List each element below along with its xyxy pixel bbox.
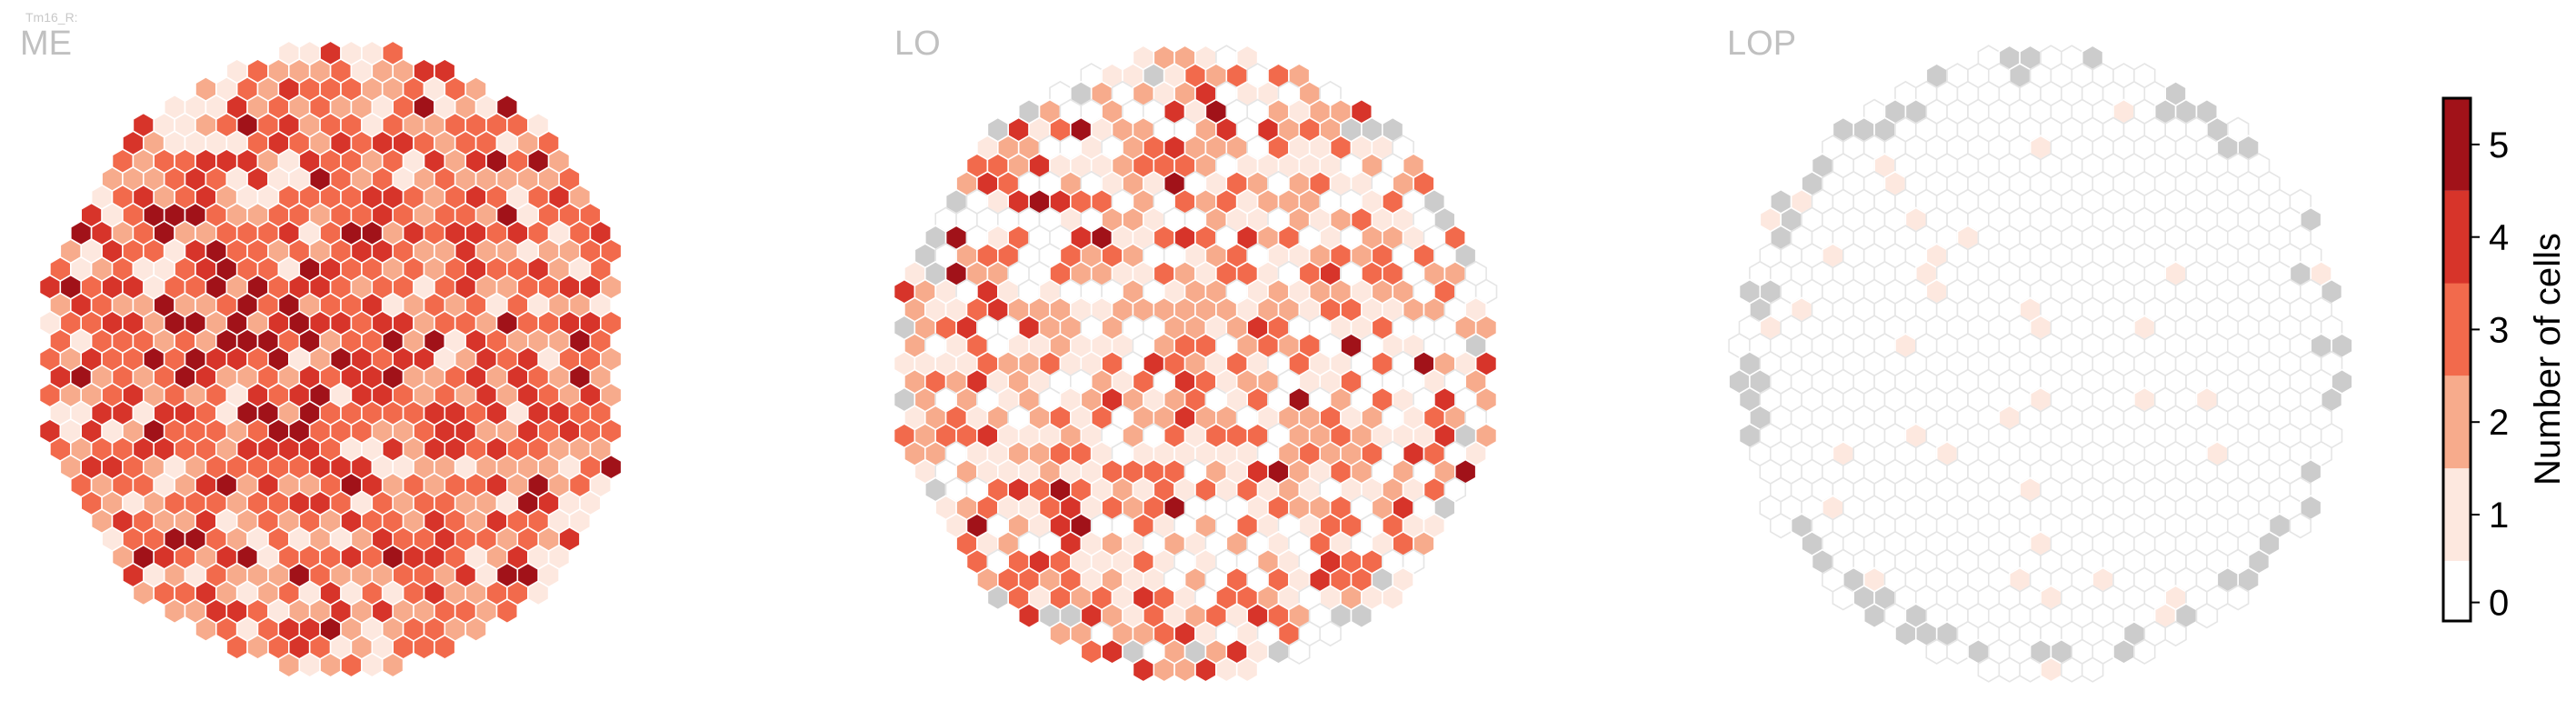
colorbar-segments xyxy=(2443,98,2471,621)
colorbar-frame xyxy=(2441,96,2472,623)
hex-cell xyxy=(434,634,456,660)
panel-title-lop: LOP xyxy=(1727,25,1796,63)
hex-cell xyxy=(1173,656,1196,683)
hex-heatmap-me xyxy=(38,40,623,678)
colorbar-segment xyxy=(2443,376,2471,469)
hex-cell xyxy=(1288,638,1311,665)
hex-cell xyxy=(1382,585,1404,611)
colorbar-segment xyxy=(2443,468,2471,561)
hex-cell xyxy=(495,598,519,625)
hex-cell xyxy=(340,652,363,678)
hex-cell xyxy=(526,580,550,606)
colorbar-tick-label: 1 xyxy=(2489,496,2509,536)
hex-cell xyxy=(1101,638,1123,665)
hex-cell xyxy=(1894,620,1917,647)
hex-cell xyxy=(1350,603,1373,629)
hex-cell xyxy=(413,634,435,660)
hex-cell xyxy=(2061,656,2083,683)
hex-cell xyxy=(298,652,321,678)
hex-cell xyxy=(1017,603,1041,629)
hex-cell xyxy=(1215,656,1238,683)
colorbar-tick-label: 3 xyxy=(2489,310,2509,350)
colorbar-tick-label: 2 xyxy=(2489,403,2509,443)
colorbar-segment xyxy=(2443,283,2471,376)
panel-title-me: ME xyxy=(20,25,72,63)
hex-cell xyxy=(2195,603,2219,629)
hex-cell xyxy=(1925,638,1948,665)
colorbar-segment xyxy=(2443,190,2471,284)
hex-cell xyxy=(986,585,1009,611)
hex-cell xyxy=(1267,638,1290,665)
hex-cell xyxy=(195,616,217,643)
hex-cell xyxy=(1977,656,2001,683)
colorbar-tick-label: 0 xyxy=(2489,584,2509,624)
hex-cell xyxy=(1132,656,1155,683)
hex-cell xyxy=(2133,638,2156,665)
hex-cell xyxy=(225,634,248,660)
hex-cell xyxy=(381,652,404,678)
hex-cell xyxy=(246,634,269,660)
hex-cell xyxy=(2227,585,2250,611)
hex-cell xyxy=(1049,620,1072,647)
hex-cell xyxy=(2164,620,2187,647)
hex-cell xyxy=(2040,656,2062,683)
hex-cell xyxy=(1080,638,1103,665)
hex-cell xyxy=(1862,603,1886,629)
hex-cell xyxy=(2081,656,2104,683)
colorbar: 0 1 2 3 4 5 Number of cells xyxy=(2441,96,2568,624)
colorbar-segment xyxy=(2443,560,2471,621)
hex-cell xyxy=(1153,656,1175,683)
hex-heatmap-lo xyxy=(893,45,1498,683)
hex-heatmap-lop xyxy=(1728,45,2353,683)
hex-cell xyxy=(1946,638,1969,665)
hex-cell xyxy=(464,616,487,643)
colorbar-tick-label: 5 xyxy=(2489,125,2509,165)
colorbar-tick-label: 4 xyxy=(2489,218,2509,258)
hex-cell xyxy=(2019,656,2042,683)
hex-cell xyxy=(1194,656,1217,683)
hex-cell xyxy=(277,652,301,678)
hex-cell xyxy=(1832,585,1854,611)
hex-cell xyxy=(163,598,186,625)
corner-label: Tm16_R: xyxy=(25,10,78,25)
hex-cell xyxy=(132,580,155,606)
hex-cell xyxy=(1770,513,1792,539)
colorbar-ticks: 0 1 2 3 4 5 xyxy=(2471,125,2509,624)
hex-cell xyxy=(1235,656,1259,683)
hex-cell xyxy=(2112,638,2135,665)
hex-cell xyxy=(319,652,342,678)
hex-cell xyxy=(1998,656,2021,683)
panel-title-lo: LO xyxy=(894,25,941,63)
hex-cell xyxy=(1319,620,1342,647)
colorbar-segment xyxy=(2443,98,2471,191)
hex-cell xyxy=(361,652,384,678)
hex-cell xyxy=(2289,513,2311,539)
colorbar-title: Number of cells xyxy=(2528,233,2568,486)
